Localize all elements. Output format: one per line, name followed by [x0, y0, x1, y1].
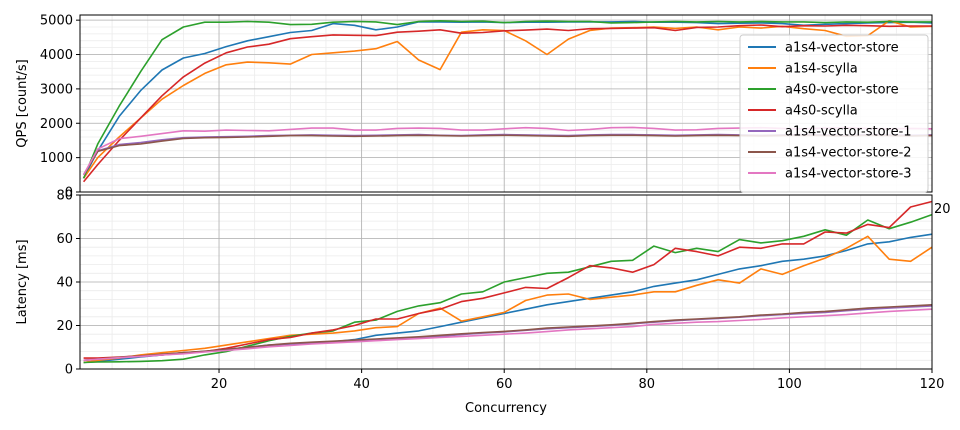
legend-label-a1s4-vector-store-1: a1s4-vector-store-1 — [785, 125, 912, 140]
latency-annotation: 20 — [934, 202, 951, 217]
qps-ytick-label: 1000 — [40, 151, 73, 166]
latency-xtick-label: 80 — [639, 377, 656, 392]
legend-label-a1s4-scylla: a1s4-scylla — [785, 62, 858, 77]
latency-xtick-label: 120 — [920, 377, 945, 392]
latency-xlabel: Concurrency — [465, 401, 547, 416]
latency-ytick-label: 40 — [56, 276, 73, 291]
latency-xtick-label: 60 — [496, 377, 513, 392]
legend: a1s4-vector-store a1s4-scylla a4s0-vector-… — [739, 34, 929, 193]
legend-label-a1s4-vector-store: a1s4-vector-store — [785, 41, 899, 56]
legend-box — [739, 34, 929, 193]
legend-label-a1s4-vector-store-3: a1s4-vector-store-3 — [785, 167, 912, 182]
qps-ytick-label: 4000 — [40, 48, 73, 63]
latency-ylabel: Latency [ms] — [15, 239, 30, 324]
qps-ytick-label: 5000 — [40, 14, 73, 29]
latency-xtick-label: 40 — [353, 377, 370, 392]
latency-ytick-label: 80 — [56, 189, 73, 204]
latency-series-line-a1s4-scylla — [83, 235, 933, 364]
latency-ytick-label: 60 — [56, 232, 73, 247]
legend-label-a4s0-scylla: a4s0-scylla — [785, 104, 858, 119]
qps-series-line-a4s0-vector-store — [82, 19, 932, 179]
latency-series-line-a1s4-vector-store-2 — [83, 304, 933, 362]
latency-xtick-label: 100 — [777, 377, 802, 392]
latency-chart-panel: 0 20 40 60 80 20 40 60 80 100 120 Latency [ms] Concu… — [15, 189, 951, 417]
qps-ytick-label: 2000 — [40, 117, 73, 132]
latency-ytick-label: 0 — [65, 363, 73, 378]
latency-xtick-label: 20 — [211, 377, 228, 392]
latency-series-line-a4s0-vector-store — [83, 213, 933, 364]
legend-label-a4s0-vector-store: a4s0-vector-store — [785, 83, 899, 98]
qps-axes-frame — [79, 14, 933, 193]
qps-series-line-a4s0-scylla — [82, 24, 932, 183]
latency-ytick-label: 20 — [56, 319, 73, 334]
legend-label-a1s4-vector-store-2: a1s4-vector-store-2 — [785, 146, 912, 161]
qps-ytick-label: 0 — [65, 186, 73, 201]
qps-ylabel: QPS [count/s] — [15, 59, 30, 147]
latency-series-line-a1s4-vector-store-3 — [83, 308, 933, 362]
qps-ytick-label: 3000 — [40, 82, 73, 97]
